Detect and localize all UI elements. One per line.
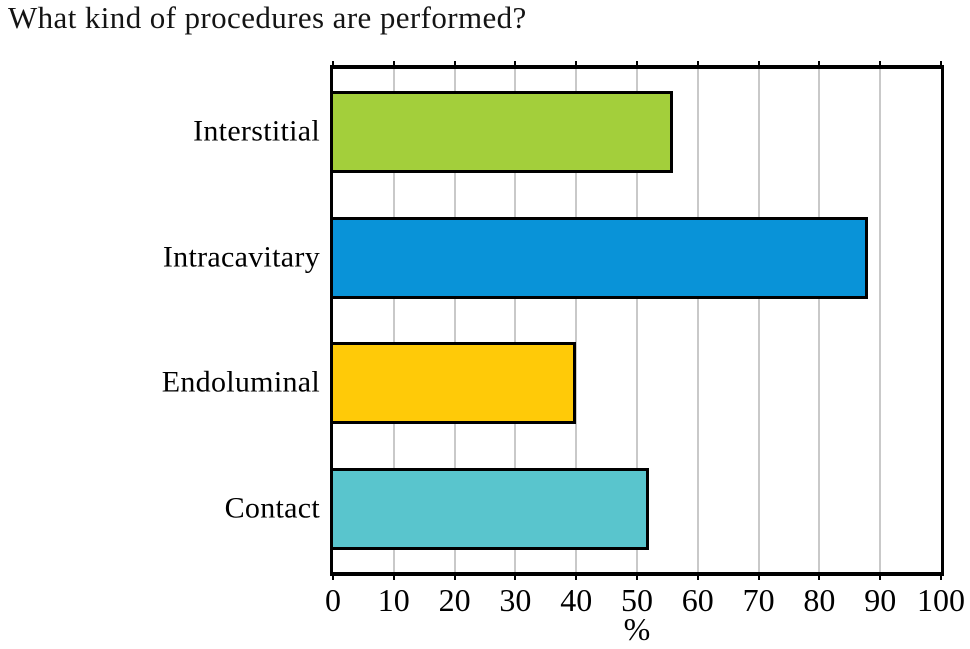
bar-interstitial — [330, 90, 674, 173]
axis-tick-mark — [879, 61, 882, 65]
gridline — [575, 69, 578, 572]
axis-tick-mark — [575, 576, 578, 580]
axis-tick-mark — [514, 61, 517, 65]
axis-tick-mark — [392, 576, 395, 580]
axis-tick-mark — [757, 61, 760, 65]
axis-tick-mark — [575, 61, 578, 65]
x-axis-label: % — [623, 611, 651, 647]
x-tick-label: 20 — [438, 582, 471, 618]
gridline — [696, 69, 699, 572]
axis-tick-mark — [514, 576, 517, 580]
axis-tick-mark — [696, 61, 699, 65]
axis-tick-mark — [879, 576, 882, 580]
axis-tick-mark — [636, 576, 638, 580]
axis-tick-mark — [940, 61, 942, 65]
x-tick-label: 90 — [864, 582, 897, 618]
x-tick-label: 40 — [560, 582, 593, 618]
x-tick-label: 80 — [803, 582, 836, 618]
x-tick-label: 30 — [499, 582, 532, 618]
axis-tick-mark — [332, 576, 334, 580]
gridline — [453, 69, 456, 572]
gridline — [636, 69, 638, 572]
x-tick-label: 70 — [742, 582, 775, 618]
category-label-interstitial: Interstitial — [193, 114, 320, 148]
axis-tick-mark — [332, 61, 334, 65]
bar-contact — [330, 468, 650, 551]
bar-intracavitary — [330, 216, 869, 299]
category-label-intracavitary: Intracavitary — [162, 239, 320, 273]
category-label-endoluminal: Endoluminal — [161, 365, 320, 399]
axis-tick-mark — [392, 61, 395, 65]
chart-title: What kind of procedures are performed? — [8, 0, 527, 35]
plot-area — [330, 65, 944, 576]
x-tick-label: 50 — [621, 582, 653, 618]
gridline — [757, 69, 760, 572]
axis-tick-mark — [818, 576, 821, 580]
x-tick-label: 10 — [377, 582, 410, 618]
axis-tick-mark — [453, 61, 456, 65]
gridline — [879, 69, 882, 572]
axis-tick-mark — [757, 576, 760, 580]
axis-tick-mark — [818, 61, 821, 65]
gridline — [514, 69, 517, 572]
bar-endoluminal — [330, 342, 577, 425]
gridline — [818, 69, 821, 572]
axis-tick-mark — [696, 576, 699, 580]
axis-tick-mark — [636, 61, 638, 65]
x-tick-label: 100 — [917, 582, 965, 618]
x-tick-label: 0 — [325, 582, 341, 618]
axis-tick-mark — [453, 576, 456, 580]
category-label-contact: Contact — [224, 491, 320, 525]
gridline — [392, 69, 395, 572]
x-tick-label: 60 — [681, 582, 714, 618]
axis-tick-mark — [940, 576, 942, 580]
